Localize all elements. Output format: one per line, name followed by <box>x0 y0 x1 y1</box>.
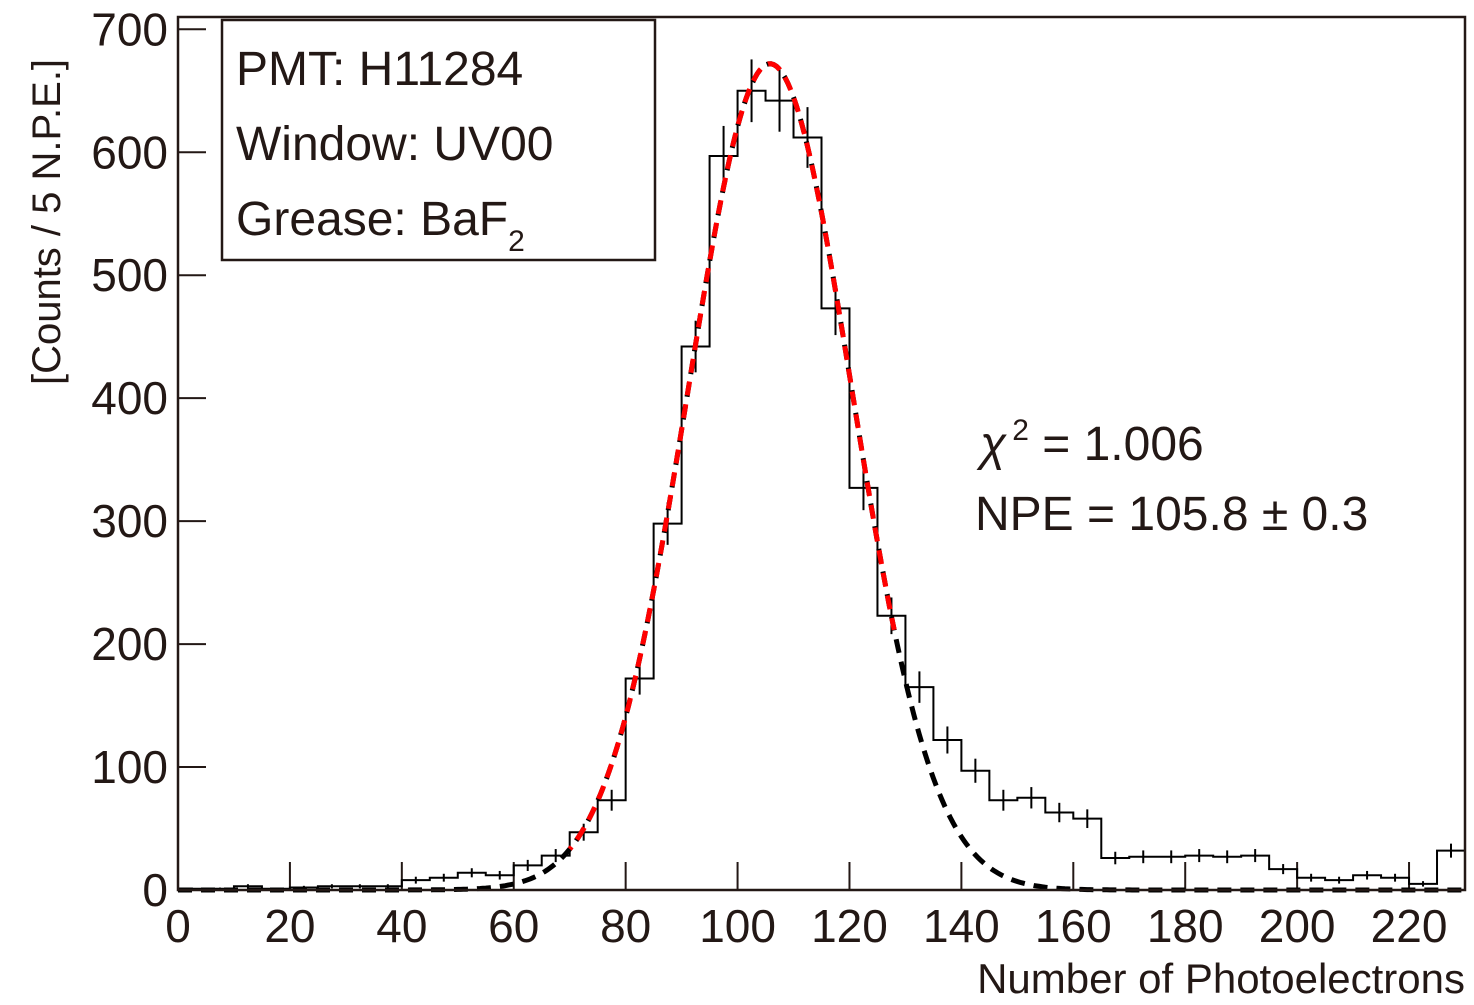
x-tick-label: 80 <box>600 900 651 952</box>
x-tick-label: 160 <box>1035 900 1112 952</box>
y-axis-label: [Counts / 5 N.P.E.] <box>25 59 69 385</box>
x-tick-label: 180 <box>1147 900 1224 952</box>
info-text: Grease: BaF <box>236 193 508 246</box>
fit-curve <box>567 61 897 851</box>
x-tick-label: 220 <box>1371 900 1448 952</box>
x-tick-label: 0 <box>165 900 191 952</box>
y-tick-label: 0 <box>142 864 168 916</box>
y-tick-label: 700 <box>91 3 168 55</box>
subscript: 2 <box>508 225 525 258</box>
superscript: 2 <box>1012 414 1029 447</box>
plot-frame <box>176 15 1467 892</box>
x-tick-label: 120 <box>811 900 888 952</box>
npe-text: NPE = 105.8 ± 0.3 <box>975 488 1368 541</box>
x-tick-label: 100 <box>699 900 776 952</box>
x-tick-label: 60 <box>488 900 539 952</box>
info-text: Window: UV00 <box>236 118 553 171</box>
y-tick-label: 100 <box>91 741 168 793</box>
x-tick-label: 40 <box>376 900 427 952</box>
x-axis-label: Number of Photoelectrons <box>977 955 1465 1002</box>
y-tick-label: 200 <box>91 618 168 670</box>
y-tick-label: 300 <box>91 495 168 547</box>
x-tick-label: 20 <box>264 900 315 952</box>
info-box <box>220 18 657 262</box>
y-tick-label: 500 <box>91 249 168 301</box>
info-text: Grease: BaF2 <box>236 193 525 258</box>
chi-value: = 1.006 <box>1029 418 1204 471</box>
y-tick-label: 600 <box>91 126 168 178</box>
info-text: PMT: H11284 <box>236 43 523 96</box>
chi-symbol: χ <box>976 418 1007 471</box>
y-tick-label: 400 <box>91 372 168 424</box>
x-tick-label: 140 <box>923 900 1000 952</box>
x-tick-label: 200 <box>1259 900 1336 952</box>
